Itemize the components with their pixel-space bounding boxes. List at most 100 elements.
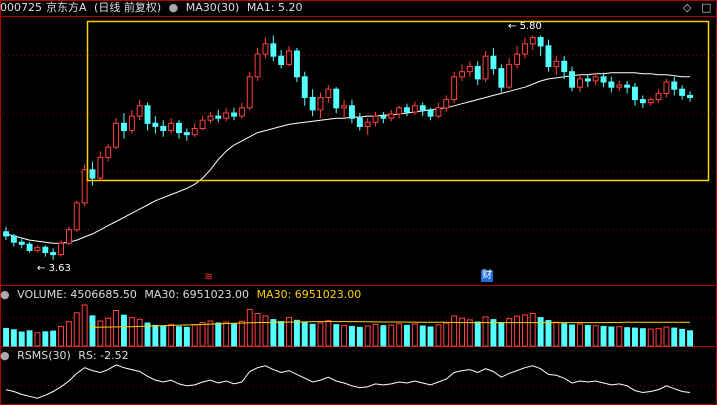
volume-bar	[687, 330, 693, 347]
volume-bar	[246, 308, 253, 347]
volume-bar	[632, 327, 638, 347]
volume-bar	[427, 326, 434, 347]
stock-name: 京东方A	[46, 1, 87, 14]
volume-bar	[34, 332, 41, 347]
volume-bar	[474, 321, 481, 347]
diamond-icon[interactable]: ◇	[683, 1, 692, 14]
highlight-box	[86, 20, 710, 182]
candle-body	[121, 122, 127, 132]
volume-bar	[435, 324, 442, 347]
period-label[interactable]: (日线 前复权)	[94, 1, 162, 14]
volume-bar	[364, 325, 371, 347]
low-price-label: ← 3.63	[37, 263, 71, 274]
candle-body	[663, 81, 670, 94]
candle-body	[372, 115, 379, 123]
volume-bar	[671, 327, 678, 347]
candle-body	[584, 78, 591, 82]
candle-body	[231, 112, 238, 117]
volume-dot-icon: ●	[0, 288, 10, 301]
rsms-line	[5, 364, 691, 399]
candle-body	[569, 71, 575, 88]
volume-bar	[443, 322, 450, 347]
capital-mark[interactable]: ≋	[204, 270, 214, 283]
volume-bar	[121, 314, 127, 347]
volume-bar	[89, 315, 96, 347]
candle-body	[341, 105, 348, 109]
volume-bar	[356, 326, 363, 347]
square-icon[interactable]: □	[701, 1, 712, 14]
rsms-value: RS: -2.52	[78, 349, 129, 362]
volume-bar	[411, 323, 418, 347]
candle-body	[514, 53, 520, 65]
candle-body	[364, 121, 371, 127]
candle-body	[632, 86, 638, 101]
candle-body	[286, 50, 293, 65]
volume-bar	[624, 327, 631, 347]
candle-body	[419, 105, 426, 111]
candle-body	[459, 71, 466, 78]
candle-body	[435, 107, 442, 117]
candle-body	[278, 55, 285, 66]
volume-bar	[286, 317, 293, 347]
volume-bar	[50, 330, 57, 347]
candle-body	[451, 76, 458, 101]
candle-body	[81, 169, 88, 204]
volume-bar	[278, 321, 285, 347]
volume-bar	[663, 326, 670, 347]
volume-bar	[506, 318, 513, 347]
candle-body	[616, 84, 623, 88]
candle-body	[89, 169, 96, 179]
volume-bar	[404, 324, 410, 347]
ma-indicator-label[interactable]: MA30(30)	[185, 1, 240, 14]
candle-body	[647, 99, 654, 104]
volume-bar	[199, 322, 206, 347]
candle-body	[160, 125, 167, 132]
candle-body	[466, 66, 473, 73]
candle-body	[238, 107, 245, 117]
volume-bar	[223, 321, 230, 347]
volume-bar	[349, 325, 355, 347]
candle-body	[490, 55, 497, 70]
candle-body	[443, 99, 450, 109]
candle-body	[498, 68, 505, 88]
candle-body	[34, 246, 41, 251]
volume-bar	[73, 312, 80, 347]
candle-body	[545, 45, 552, 67]
volume-bar	[529, 313, 536, 347]
volume-bar	[317, 322, 324, 347]
candle-body	[199, 119, 206, 129]
candle-body	[380, 115, 387, 119]
volume-bar	[608, 326, 615, 347]
candle-body	[105, 146, 112, 158]
volume-bar	[655, 327, 662, 347]
candle-body	[10, 235, 17, 243]
volume-bar	[207, 320, 214, 347]
candle-body	[317, 97, 324, 111]
volume-bar	[545, 320, 552, 347]
candle-body	[270, 43, 277, 57]
candle-body	[655, 92, 662, 101]
finance-mark[interactable]: 财	[481, 270, 493, 282]
volume-bar	[262, 315, 269, 347]
volume-bar	[466, 319, 473, 347]
volume-bar	[97, 320, 104, 347]
candle-body	[73, 202, 80, 231]
candle-body	[136, 105, 143, 117]
candle-body	[152, 122, 159, 127]
candle-body	[97, 156, 104, 179]
volume-bar	[309, 323, 316, 347]
volume-bar	[600, 325, 607, 347]
candle-body	[624, 84, 631, 88]
volume-bar	[490, 319, 497, 347]
candle-body	[254, 53, 261, 78]
candle-body	[592, 76, 599, 82]
candle-body	[176, 122, 182, 134]
candle-body	[26, 243, 33, 251]
candle-body	[608, 81, 615, 88]
volume-bar	[639, 328, 646, 347]
candle-body	[207, 115, 214, 121]
ma-indicator-value: MA1: 5.20	[246, 1, 303, 14]
candle-body	[309, 97, 316, 111]
volume-bar	[254, 313, 261, 347]
